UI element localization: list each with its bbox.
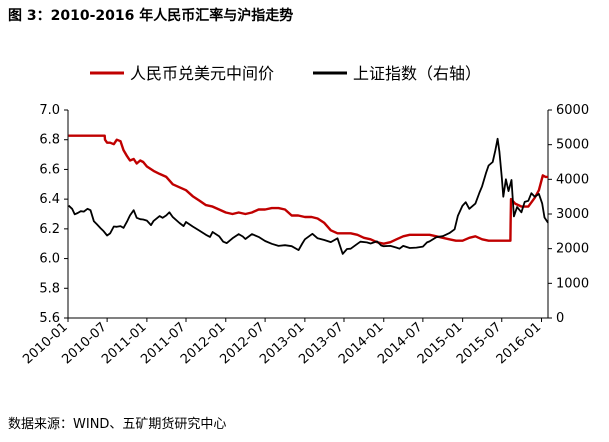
plot-area xyxy=(67,134,549,255)
right-tick-label: 0 xyxy=(556,311,564,326)
series-line-cny-usd xyxy=(68,134,548,245)
left-tick-label: 6.0 xyxy=(39,252,60,267)
legend: 人民币兑美元中间价 上证指数（右轴） xyxy=(90,64,481,83)
left-tick-label: 6.2 xyxy=(39,222,60,237)
axes: 7.0 6.8 6.6 6.4 6.2 6.0 5.8 5.6 6000 5000 4000 3000… xyxy=(20,103,589,367)
right-tick-label: 6000 xyxy=(556,103,589,118)
left-tick-label: 6.4 xyxy=(39,192,60,207)
right-tick-label: 4000 xyxy=(556,172,589,187)
x-tick-label: 2016-01 xyxy=(494,320,544,367)
left-tick-label: 5.8 xyxy=(39,281,60,296)
left-tick-label: 6.6 xyxy=(39,162,60,177)
left-tick-label: 5.6 xyxy=(39,311,60,326)
right-tick-label: 3000 xyxy=(556,207,589,222)
right-tick-label: 2000 xyxy=(556,242,589,257)
legend-label-shanghai-index: 上证指数（右轴） xyxy=(353,64,481,83)
left-tick-label: 6.8 xyxy=(39,133,60,148)
series-line-shanghai-index xyxy=(67,137,549,255)
legend-label-cny-usd: 人民币兑美元中间价 xyxy=(130,64,274,83)
data-source-note: 数据来源：WIND、五矿期货研究中心 xyxy=(8,417,227,432)
left-tick-label: 7.0 xyxy=(39,103,60,118)
right-tick-label: 5000 xyxy=(556,138,589,153)
chart-title: 图 3：2010-2016 年人民币汇率与沪指走势 xyxy=(8,8,294,24)
right-tick-label: 1000 xyxy=(556,276,589,291)
